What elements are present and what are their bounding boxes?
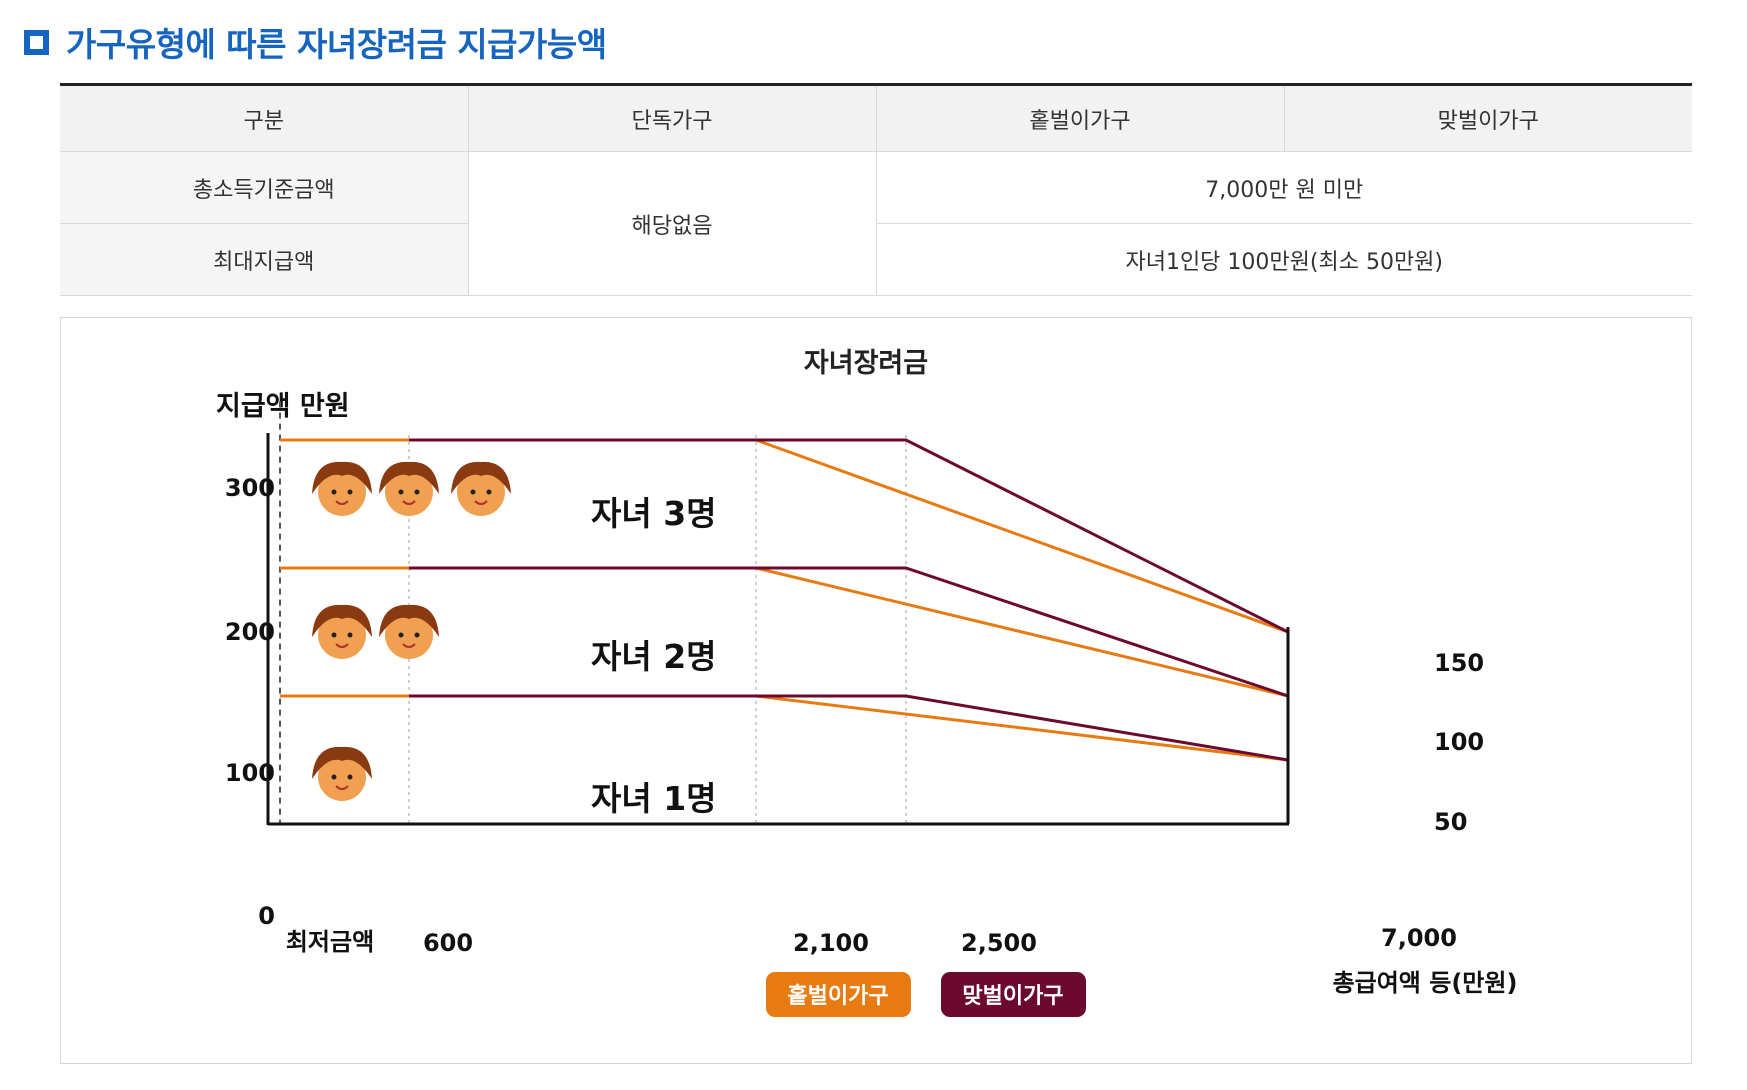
child-2a-eye-left — [331, 632, 337, 638]
child-3a-eye-left — [331, 489, 337, 495]
x-tick-2100: 2,100 — [793, 929, 869, 957]
child-3a-face — [318, 468, 366, 516]
child-1a-hair — [312, 746, 372, 779]
legend-swatch-single-income — [766, 972, 911, 1017]
child-3b-face — [385, 468, 433, 516]
x-tick-min: 최저금액 — [286, 928, 374, 956]
child-2b-hair — [379, 604, 439, 637]
child-2a-mouth — [335, 643, 349, 648]
child-2a-eye-right — [347, 632, 353, 638]
child-3a-eye-right — [347, 489, 353, 495]
child-3c-eye-left — [470, 489, 476, 495]
header-single-income: 홑벌이가구 — [875, 84, 1284, 152]
x-tick-7000: 7,000 — [1381, 924, 1457, 952]
y-tick-0: 0 — [258, 902, 275, 930]
eligibility-table: 구분 단독가구 홑벌이가구 맞벌이가구 총소득기준금액 해당없음 7,000만 … — [60, 83, 1692, 296]
square-bullet-icon — [24, 29, 49, 55]
legend-label-single-income: 홑벌이가구 — [787, 983, 888, 1009]
legend-label-dual-income: 맞벌이가구 — [962, 984, 1063, 1009]
header-category: 구분 — [60, 84, 468, 152]
child-3c-hair — [451, 461, 511, 494]
series-line-single-1 — [280, 694, 1289, 762]
child-1a-mouth — [335, 785, 349, 790]
series-line-dual-1 — [409, 694, 1289, 762]
child-2b-eye-right — [414, 632, 420, 638]
table-row: 최대지급액 자녀1인당 100만원(최소 50만원) — [60, 223, 1692, 296]
legend-dual-income: 맞벌이가구 — [941, 972, 1086, 1017]
single-household-cell: 해당없음 — [467, 151, 876, 296]
max-amount-value: 자녀1인당 100만원(최소 50만원) — [875, 223, 1692, 296]
child-3b-hair — [379, 461, 439, 494]
right-tick-150: 150 — [1434, 649, 1484, 677]
chart-title: 자녀장려금 — [804, 348, 928, 379]
child-1a-eye-right — [347, 774, 353, 780]
x-axis-label: 총급여액 등(만원) — [1333, 969, 1518, 997]
section-heading: 가구유형에 따른 자녀장려금 지급가능액 — [24, 22, 607, 64]
child-2b-eye-left — [398, 632, 404, 638]
right-tick-100: 100 — [1434, 728, 1484, 756]
chart-marks — [266, 401, 1290, 826]
child-3c-eye-right — [486, 489, 492, 495]
child-3b-eye-right — [414, 489, 420, 495]
child-1a-eye-left — [331, 774, 337, 780]
child-3b-eye-left — [398, 489, 404, 495]
label-children-2: 자녀 2명 — [591, 637, 717, 676]
x-tick-2500: 2,500 — [961, 929, 1037, 957]
header-single: 단독가구 — [467, 84, 876, 152]
row-label-max: 최대지급액 — [60, 223, 468, 296]
child-3b-mouth — [402, 500, 416, 505]
right-tick-50: 50 — [1434, 808, 1467, 836]
child-2a-face — [318, 611, 366, 659]
child-3a-mouth — [335, 500, 349, 505]
legend-swatch-dual-income — [941, 972, 1086, 1017]
income-threshold-value: 7,000만 원 미만 — [875, 151, 1692, 224]
y-axis-label: 지급액 만원 — [216, 391, 350, 422]
series-line-dual-3 — [409, 438, 1289, 634]
chart-panel: 자녀장려금 지급액 만원 300 200 100 0 최저금액 600 2,10… — [60, 317, 1692, 1064]
child-2b-face — [385, 611, 433, 659]
x-tick-600: 600 — [423, 929, 473, 957]
header-dual-income: 맞벌이가구 — [1283, 84, 1692, 152]
table-row: 총소득기준금액 해당없음 7,000만 원 미만 — [60, 151, 1692, 296]
child-2a-hair — [312, 604, 372, 637]
child-2b-mouth — [402, 643, 416, 648]
label-children-1: 자녀 1명 — [591, 779, 717, 818]
table-header-row: 구분 단독가구 홑벌이가구 맞벌이가구 — [60, 84, 1692, 152]
section-title: 가구유형에 따른 자녀장려금 지급가능액 — [66, 25, 607, 64]
label-children-3: 자녀 3명 — [591, 494, 717, 533]
legend-single-income: 홑벌이가구 — [766, 972, 911, 1017]
child-3c-mouth — [474, 500, 488, 505]
payment-chart: 자녀장려금 지급액 만원 300 200 100 0 최저금액 600 2,10… — [216, 348, 1518, 1017]
series-line-dual-2 — [409, 566, 1289, 698]
row-label-income: 총소득기준금액 — [60, 151, 468, 224]
child-3c-face — [457, 468, 505, 516]
child-1a-face — [318, 753, 366, 801]
series-line-single-3 — [280, 438, 1289, 634]
child-3a-hair — [312, 461, 372, 494]
